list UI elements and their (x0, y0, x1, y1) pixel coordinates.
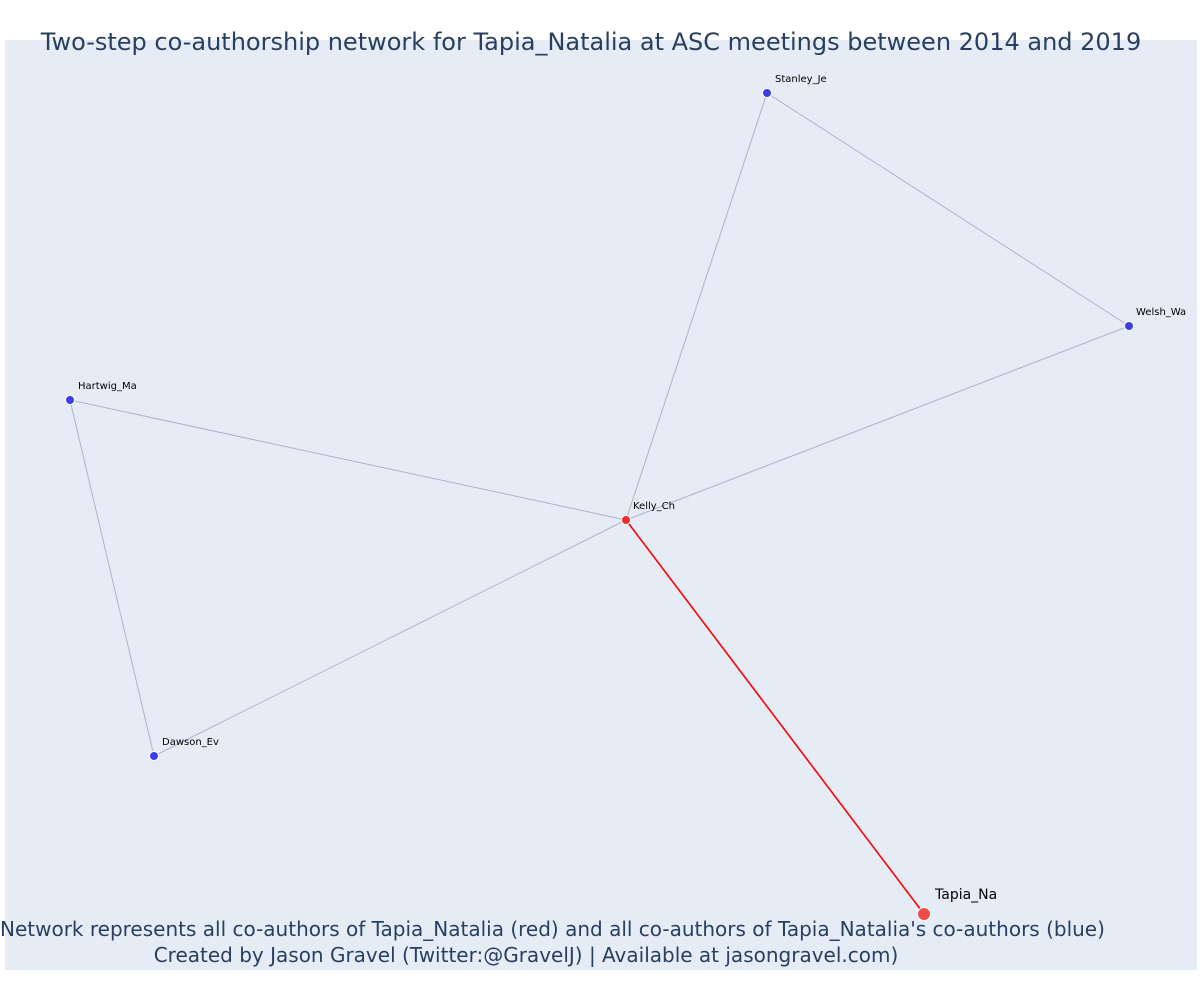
node-hartwig_ma[interactable] (65, 395, 75, 405)
labels-layer: Tapia_Na Kelly_Ch Stanley_Je Welsh_Wa Hartwi… (78, 74, 1186, 903)
node-label-tapia_na: Tapia_Na (934, 887, 997, 903)
chart-title: Two-step co-authorship network for Tapia… (40, 28, 1142, 56)
caption-line-2: Created by Jason Gravel (Twitter:@Gravel… (153, 943, 899, 967)
node-label-hartwig_ma: Hartwig_Ma (78, 381, 137, 392)
node-dawson_ev[interactable] (149, 751, 159, 761)
edge-kelly_ch-hartwig_ma (69, 399, 627, 521)
node-label-kelly_ch: Kelly_Ch (633, 501, 675, 512)
caption-line-1: Network represents all co-authors of Tap… (0, 917, 1105, 941)
edge-kelly_ch-dawson_ev (153, 519, 627, 757)
node-welsh_wa[interactable] (1124, 321, 1134, 331)
node-kelly_ch[interactable] (621, 515, 631, 525)
edge-kelly_ch-welsh_wa (625, 325, 1130, 521)
node-stanley_je[interactable] (762, 88, 772, 98)
edge-kelly_ch-stanley_je (625, 92, 768, 521)
edge-hartwig_ma-dawson_ev (69, 399, 155, 757)
node-label-dawson_ev: Dawson_Ev (162, 737, 219, 748)
node-label-stanley_je: Stanley_Je (775, 74, 827, 85)
nodes-layer (65, 88, 1134, 921)
edge-tapia_na-kelly_ch (625, 519, 925, 915)
edges-layer (69, 92, 1130, 915)
node-label-welsh_wa: Welsh_Wa (1136, 307, 1186, 318)
node-tapia_na[interactable] (917, 907, 931, 921)
edge-stanley_je-welsh_wa (766, 92, 1130, 327)
plot-area (5, 40, 1197, 970)
